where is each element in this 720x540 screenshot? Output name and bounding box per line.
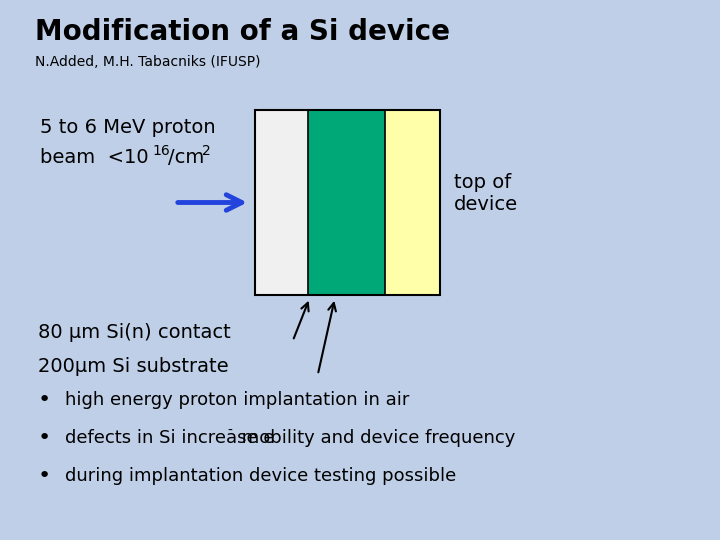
- Text: 80 μm Si(n) contact: 80 μm Si(n) contact: [38, 323, 230, 342]
- Text: 16: 16: [152, 144, 170, 158]
- Text: during implantation device testing possible: during implantation device testing possi…: [65, 467, 456, 485]
- Text: defects in Si increase e: defects in Si increase e: [65, 429, 274, 447]
- Bar: [385, 110, 440, 295]
- Bar: [255, 110, 307, 295]
- Text: high energy proton implantation in air: high energy proton implantation in air: [65, 391, 410, 409]
- Text: 5 to 6 MeV proton: 5 to 6 MeV proton: [40, 118, 215, 137]
- Bar: [307, 110, 385, 295]
- Text: beam  <10: beam <10: [40, 148, 148, 167]
- Bar: [255, 110, 440, 295]
- Text: 200μm Si substrate: 200μm Si substrate: [38, 357, 229, 376]
- Text: •: •: [38, 390, 51, 410]
- Text: N.Added, M.H. Tabacniks (IFUSP): N.Added, M.H. Tabacniks (IFUSP): [35, 55, 261, 69]
- Text: •: •: [38, 466, 51, 486]
- Text: 2: 2: [202, 144, 211, 158]
- Text: top of
device: top of device: [454, 173, 518, 214]
- Text: -: -: [228, 424, 232, 438]
- Text: /cm: /cm: [168, 148, 204, 167]
- Text: •: •: [38, 428, 51, 448]
- Text: Modification of a Si device: Modification of a Si device: [35, 18, 450, 46]
- Text: mobility and device frequency: mobility and device frequency: [236, 429, 516, 447]
